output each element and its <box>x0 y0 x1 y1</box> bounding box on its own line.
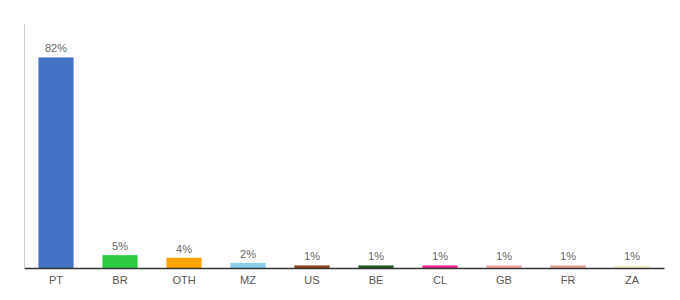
x-tick-label: BE <box>369 274 384 286</box>
x-axis: PT BR OTH MZ US BE CL GB FR ZA <box>25 269 665 286</box>
x-tick-label: BR <box>112 274 127 286</box>
x-tick: BR <box>112 274 127 286</box>
x-tick-label: ZA <box>625 274 640 286</box>
x-tick-label: PT <box>49 274 63 286</box>
x-tick: PT <box>49 274 63 286</box>
data-label: 82% <box>45 42 67 54</box>
x-tick: ZA <box>625 274 640 286</box>
bar <box>422 265 457 268</box>
data-label: 1% <box>560 250 576 262</box>
data-label: 1% <box>432 250 448 262</box>
bar <box>230 263 265 268</box>
x-axis-line <box>25 268 665 270</box>
bar <box>38 57 73 268</box>
data-label: 1% <box>496 250 512 262</box>
data-label: 1% <box>368 250 384 262</box>
data-label: 2% <box>240 248 256 260</box>
x-tick: US <box>304 274 319 286</box>
x-tick-label: FR <box>561 274 576 286</box>
x-tick-label: OTH <box>172 274 195 286</box>
bar <box>358 265 393 268</box>
x-tick: OTH <box>172 274 195 286</box>
data-label: 4% <box>176 243 192 255</box>
y-axis <box>24 25 25 269</box>
bar <box>166 258 201 268</box>
x-tick: MZ <box>240 274 256 286</box>
x-tick-label: GB <box>496 274 512 286</box>
chart: PT BR OTH MZ US BE CL GB FR ZA 82% 5% 4% 2% 1% 1% 1% 1% 1%… <box>0 0 680 300</box>
x-tick-label: CL <box>433 274 447 286</box>
x-tick: BE <box>369 274 384 286</box>
plot: PT BR OTH MZ US BE CL GB FR ZA 82% 5% 4% 2% 1% 1% 1% 1% 1%… <box>25 25 665 286</box>
bar <box>486 265 521 268</box>
data-label: 1% <box>304 250 320 262</box>
x-tick: CL <box>433 274 447 286</box>
data-labels: 82% 5% 4% 2% 1% 1% 1% 1% 1% 1% <box>45 42 640 262</box>
bar <box>102 255 137 268</box>
x-tick-label: MZ <box>240 274 256 286</box>
data-label: 1% <box>624 250 640 262</box>
x-tick-label: US <box>304 274 319 286</box>
bar <box>614 265 649 268</box>
bar <box>550 265 585 268</box>
x-tick: GB <box>496 274 512 286</box>
y-axis-line <box>24 25 25 269</box>
data-label: 5% <box>112 240 128 252</box>
bar <box>294 265 329 268</box>
x-tick: FR <box>561 274 576 286</box>
bars <box>38 57 649 268</box>
